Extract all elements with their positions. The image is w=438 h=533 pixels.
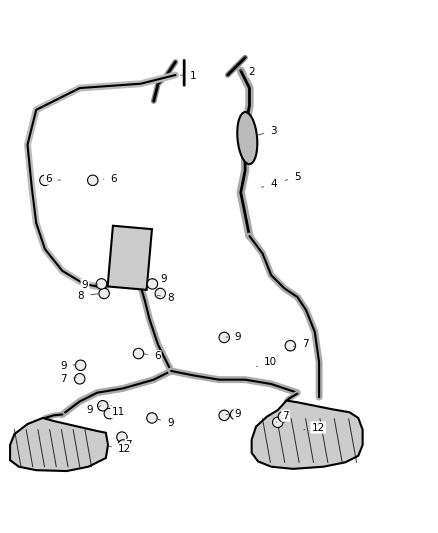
Text: 9: 9 xyxy=(86,405,101,415)
Circle shape xyxy=(99,288,110,298)
Bar xyxy=(108,226,152,290)
Text: 9: 9 xyxy=(226,333,241,342)
Polygon shape xyxy=(252,400,363,469)
Circle shape xyxy=(219,410,230,421)
Text: 7: 7 xyxy=(124,440,132,450)
Ellipse shape xyxy=(237,112,257,164)
Text: 2: 2 xyxy=(239,67,255,77)
Text: 1: 1 xyxy=(180,71,196,81)
Circle shape xyxy=(88,175,98,185)
Text: 3: 3 xyxy=(258,126,277,136)
Circle shape xyxy=(219,332,230,343)
Text: 4: 4 xyxy=(261,179,277,189)
Circle shape xyxy=(118,440,128,450)
Text: 12: 12 xyxy=(109,445,131,454)
Text: 6: 6 xyxy=(144,351,160,361)
Text: 9: 9 xyxy=(156,418,173,428)
Text: 9: 9 xyxy=(60,361,76,371)
Text: 12: 12 xyxy=(304,423,325,433)
Text: 10: 10 xyxy=(257,357,277,367)
Circle shape xyxy=(117,432,127,442)
Text: 6: 6 xyxy=(103,174,117,183)
Circle shape xyxy=(285,341,296,351)
Circle shape xyxy=(278,411,289,422)
Circle shape xyxy=(230,409,241,419)
Text: 9: 9 xyxy=(81,280,98,290)
Circle shape xyxy=(133,349,144,359)
Text: 7: 7 xyxy=(293,339,308,349)
Text: 9: 9 xyxy=(153,273,167,284)
Circle shape xyxy=(40,175,50,185)
Circle shape xyxy=(75,360,86,370)
Text: 8: 8 xyxy=(78,291,98,301)
Text: 11: 11 xyxy=(111,406,125,417)
Circle shape xyxy=(147,413,157,423)
Text: 8: 8 xyxy=(157,293,173,303)
Circle shape xyxy=(104,408,115,419)
Circle shape xyxy=(96,279,107,289)
Text: 7: 7 xyxy=(60,374,76,384)
Polygon shape xyxy=(10,418,108,471)
Text: 6: 6 xyxy=(45,174,60,183)
Circle shape xyxy=(155,288,166,298)
Circle shape xyxy=(98,400,108,411)
Circle shape xyxy=(74,374,85,384)
Text: 9: 9 xyxy=(226,409,241,419)
Text: 5: 5 xyxy=(285,172,300,182)
Text: 7: 7 xyxy=(276,411,289,422)
Circle shape xyxy=(272,417,283,427)
Circle shape xyxy=(147,279,158,289)
